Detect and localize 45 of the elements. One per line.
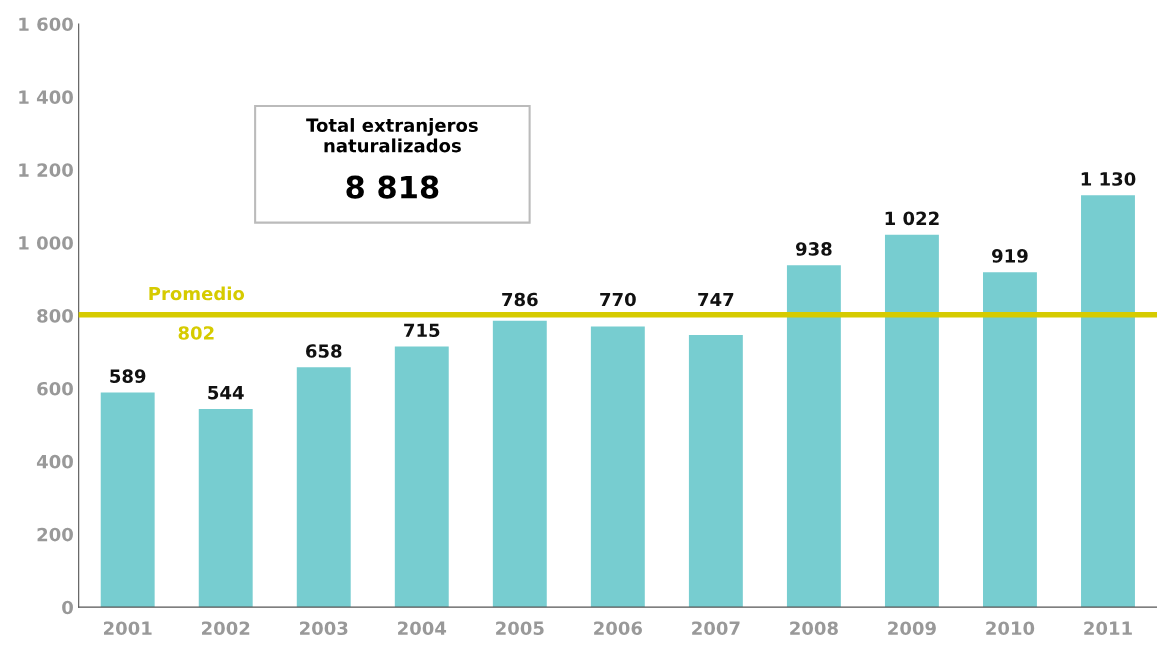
bar xyxy=(198,408,253,608)
bar xyxy=(983,272,1037,608)
text: Promedio 802 xyxy=(149,286,245,340)
data-label: 589 xyxy=(110,369,146,383)
y-tick-label: 0 xyxy=(62,600,73,615)
data-label: 658 xyxy=(306,344,342,358)
x-tick-label: 2008 xyxy=(790,621,838,636)
bar xyxy=(786,265,841,608)
annotation: 8 818 xyxy=(346,175,439,199)
bar xyxy=(492,320,547,608)
bar xyxy=(100,392,155,608)
x-tick-label: 2002 xyxy=(202,621,250,636)
y-tick-label: 200 xyxy=(37,527,73,542)
data-label: 747 xyxy=(698,292,734,307)
data-label: 770 xyxy=(600,292,636,307)
x-tick-label: 2010 xyxy=(986,621,1035,636)
x-tick-label: 2005 xyxy=(496,621,544,636)
bar xyxy=(590,326,645,608)
data-label: 786 xyxy=(502,292,538,307)
bar xyxy=(688,334,743,608)
data-label: 919 xyxy=(992,249,1028,263)
y-tick-label: 1 200 xyxy=(19,163,73,177)
x-tick-label: 2001 xyxy=(103,621,152,636)
bar xyxy=(296,367,351,608)
bar xyxy=(1081,195,1135,608)
data-label: 1 022 xyxy=(885,211,939,226)
x-tick-label: 2006 xyxy=(594,621,642,636)
y-tick-label: 800 xyxy=(37,309,73,323)
y-tick-label: 1 400 xyxy=(19,90,73,104)
data-label: 1 130 xyxy=(1081,172,1136,186)
bar xyxy=(884,234,939,608)
x-tick-label: 2011 xyxy=(1084,621,1132,636)
annotation: Total extranjeros naturalizados xyxy=(306,118,478,153)
data-label: 938 xyxy=(795,242,832,256)
y-tick-label: 400 xyxy=(36,454,73,469)
data-label: 544 xyxy=(208,385,244,400)
bar xyxy=(394,346,449,608)
y-tick-label: 1 600 xyxy=(19,17,73,32)
data-label: 715 xyxy=(404,323,440,338)
x-tick-label: 2004 xyxy=(398,621,447,636)
x-tick-label: 2003 xyxy=(300,621,348,636)
y-tick-label: 600 xyxy=(37,381,73,396)
x-tick-label: 2007 xyxy=(692,621,740,636)
y-tick-label: 1 000 xyxy=(19,236,73,250)
x-tick-label: 2009 xyxy=(888,621,936,636)
